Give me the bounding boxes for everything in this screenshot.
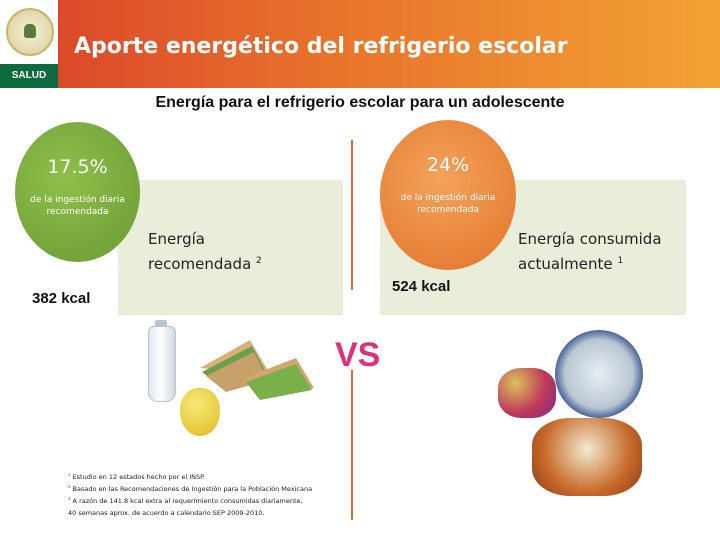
consumed-energy-label: Energía consumida actualmente 1 xyxy=(518,230,662,273)
footnote-3: 3 A razón de 141.8 kcal extra al requeri… xyxy=(68,496,303,506)
footnotes: 1 Estudio en 12 estados hecho por el INS… xyxy=(68,470,358,519)
consumed-percent-circle: 24% de la ingestión diaria recomendada xyxy=(380,120,516,270)
footnote-2: 2 Basado en las Recomendaciones de Inges… xyxy=(68,484,313,494)
header-banner: SALUD Aporte energético del refrigerio e… xyxy=(0,0,720,88)
mexico-seal-icon xyxy=(6,8,54,56)
recommended-percent: 17.5% xyxy=(47,156,108,178)
fruit-snack-icon xyxy=(498,368,556,418)
recommended-energy-panel xyxy=(118,180,343,315)
recommended-energy-label: Energía recomendada 2 xyxy=(148,230,262,273)
chips-plate-icon xyxy=(532,418,642,496)
recommended-percent-circle: 17.5% de la ingestión diaria recomendada xyxy=(15,122,140,262)
divider-line-top xyxy=(351,140,353,290)
footnote-4: 40 semanas aprox. de acuerdo a calendari… xyxy=(68,509,265,518)
consumed-percent: 24% xyxy=(426,154,470,176)
salud-logo: SALUD xyxy=(0,64,58,88)
consumed-percent-note: de la ingestión diaria recomendada xyxy=(400,193,496,215)
water-bottle-cap-icon xyxy=(155,320,167,328)
sandwich-icon xyxy=(200,340,314,400)
water-bottle-icon xyxy=(148,326,176,402)
recommended-percent-note: de la ingestión diaria recomendada xyxy=(30,195,125,217)
pear-icon xyxy=(180,388,220,436)
page-title: Aporte energético del refrigerio escolar xyxy=(74,34,568,59)
versus-label: VS xyxy=(335,336,381,374)
subtitle: Energía para el refrigerio escolar para … xyxy=(155,94,565,111)
divider-line-bottom xyxy=(351,370,353,520)
recommended-kcal: 382 kcal xyxy=(32,290,91,307)
soda-can-icon xyxy=(555,330,643,418)
footnote-1: 1 Estudio en 12 estados hecho por el INS… xyxy=(68,472,206,482)
logo-area: SALUD xyxy=(0,0,58,88)
consumed-kcal: 524 kcal xyxy=(392,278,451,295)
